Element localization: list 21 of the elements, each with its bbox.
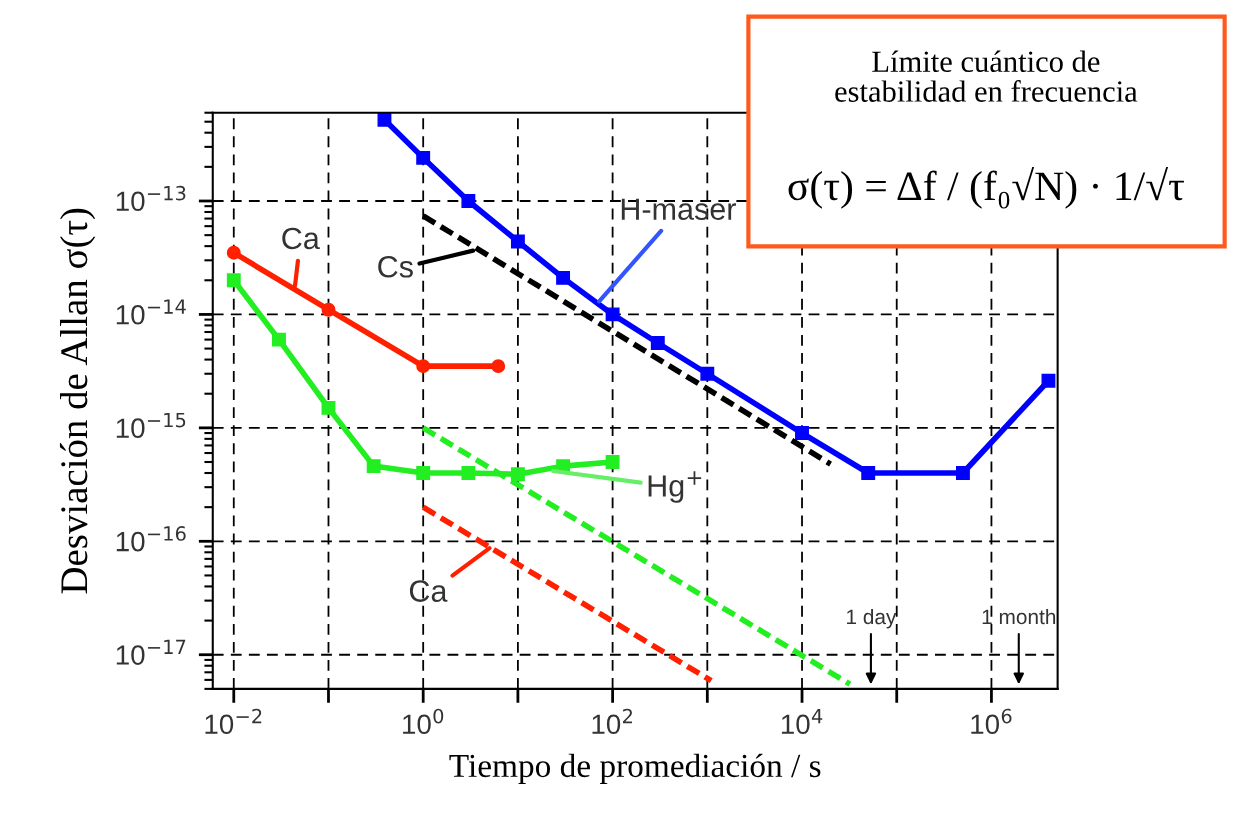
annotation: Hg$^{+}$: [648, 471, 702, 503]
x-tick-label: 10$^{−2}$: [205, 708, 262, 735]
annotation: 1 month: [982, 608, 1056, 625]
y-tick-label: 10$^{−14}$: [116, 299, 186, 325]
annotation: 1 day: [847, 608, 897, 629]
annotation: Ca: [409, 580, 448, 602]
y-tick-label: 10$^{−16}$: [116, 526, 186, 552]
annotation: Ca: [282, 227, 320, 250]
x-tick-label: 10$^{0}$: [403, 708, 444, 735]
annotation: σ(τ) = Δf / (f₀√N) · 1/√τ: [788, 166, 1184, 209]
x-axis-title: Tiempo de promediación / s: [449, 753, 821, 784]
y-tick-label: 10$^{−15}$: [116, 412, 186, 439]
text: Límite cuántico de estabilidad en frecuencia: [835, 50, 1138, 102]
y-tick-label: 10$^{−13}$: [116, 185, 186, 212]
x-tick-label: 10$^{4}$: [781, 709, 823, 735]
y-axis-title: Desviación de Allan σ(τ): [59, 208, 96, 594]
y-tick-label: 10$^{−17}$: [116, 639, 186, 665]
annotation: H-maser: [621, 198, 736, 220]
annotation: Cs: [378, 255, 413, 278]
x-tick-label: 10$^{2}$: [592, 708, 632, 735]
x-tick-label: 10$^{6}$: [971, 708, 1012, 735]
